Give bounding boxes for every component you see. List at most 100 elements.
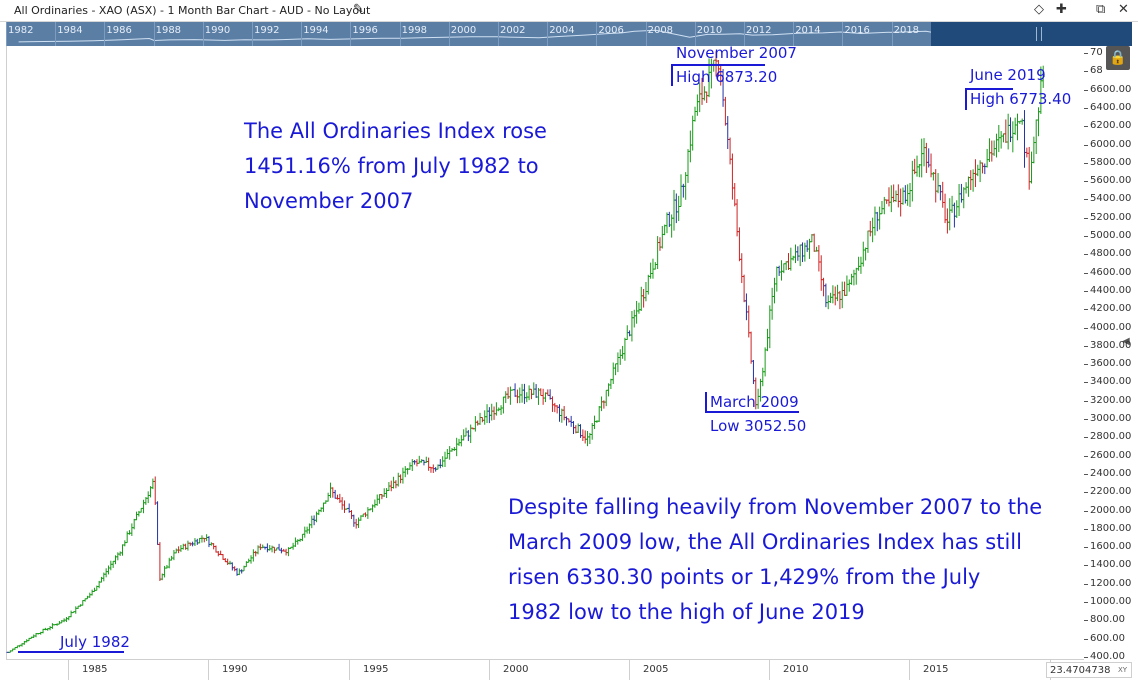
price-bar xyxy=(499,405,503,415)
price-bar xyxy=(106,565,110,575)
y-axis-tick-label: 5800.00 xyxy=(1090,156,1132,168)
navigator-year-label: 2004 xyxy=(549,25,575,36)
price-bar xyxy=(850,273,854,285)
price-bar xyxy=(396,472,400,487)
price-bar xyxy=(1027,146,1031,190)
price-bar xyxy=(656,236,660,270)
y-axis-tick-label: 1000.00 xyxy=(1090,596,1132,607)
price-bar xyxy=(350,510,354,519)
x-axis-tick-label: 2000 xyxy=(503,664,529,675)
price-bar xyxy=(936,173,940,194)
price-bar xyxy=(476,420,480,426)
price-bar xyxy=(950,195,954,213)
navigator-grip-handle[interactable] xyxy=(1036,27,1042,41)
price-bar xyxy=(938,185,942,201)
high-2019-value: High 6773.40 xyxy=(970,90,1072,108)
price-bar xyxy=(985,148,989,168)
close-icon[interactable]: ✕ xyxy=(1118,2,1129,17)
price-bar xyxy=(546,389,550,396)
navigator-tick xyxy=(694,22,696,46)
pin-icon[interactable]: ✚ xyxy=(1056,2,1067,17)
navigator-year-label: 1988 xyxy=(155,25,182,36)
x-axis-tick xyxy=(629,660,630,680)
price-bar xyxy=(817,245,821,272)
price-bar xyxy=(385,488,389,499)
price-bar xyxy=(258,543,262,551)
price-bar xyxy=(861,241,865,267)
date-navigator[interactable]: 1982 1984 1986 1988 1990 1992 1994 1996 1998 2000… xyxy=(6,22,1132,46)
y-axis-tick xyxy=(1084,583,1088,585)
price-bar xyxy=(142,499,146,514)
price-bar xyxy=(868,220,872,237)
price-bar xyxy=(104,568,108,578)
price-bar xyxy=(637,302,641,314)
y-axis-tick-label: 1800.00 xyxy=(1090,522,1132,534)
maximize-icon[interactable]: ⧉ xyxy=(1096,2,1106,17)
annotation-rise-1982-2007: The All Ordinaries Index rose 1451.16% f… xyxy=(244,119,547,213)
navigator-year-label: 1996 xyxy=(352,25,378,36)
y-axis-tick-label: 5600.00 xyxy=(1090,175,1132,187)
price-bar xyxy=(1025,147,1029,158)
price-bar xyxy=(455,437,459,457)
price-bar xyxy=(174,548,178,554)
pencil-icon[interactable]: ✎ xyxy=(353,2,364,17)
price-bar xyxy=(602,400,606,409)
diamond-icon[interactable]: ◇ xyxy=(1034,2,1044,17)
price-bar xyxy=(784,261,788,271)
navigator-tick xyxy=(793,22,795,46)
price-bar xyxy=(438,459,442,469)
price-bar xyxy=(997,124,1001,153)
price-bar xyxy=(249,555,253,564)
navigator-tick xyxy=(645,22,647,46)
y-axis-tick xyxy=(1084,638,1088,640)
price-bar xyxy=(910,160,914,202)
price-bar xyxy=(604,389,608,407)
price-bar xyxy=(135,511,139,521)
navigator-tick xyxy=(6,22,7,46)
y-axis-tick-label: 1400.00 xyxy=(1090,559,1132,571)
price-bar xyxy=(618,349,622,365)
price-bar xyxy=(158,542,162,582)
price-bar xyxy=(555,405,559,414)
x-axis-tick xyxy=(68,660,69,680)
price-bar xyxy=(941,181,945,208)
price-bar xyxy=(994,133,998,158)
price-bar xyxy=(864,247,868,261)
price-bar xyxy=(917,164,921,178)
price-bar xyxy=(195,538,199,545)
price-bar xyxy=(300,533,304,542)
price-bar xyxy=(128,530,132,535)
price-bar xyxy=(539,388,543,397)
price-bar xyxy=(576,423,580,434)
lock-icon[interactable]: 🔒 xyxy=(1106,46,1130,70)
price-bar xyxy=(417,455,421,464)
price-bar xyxy=(894,190,898,202)
price-bar xyxy=(380,493,384,500)
price-bar xyxy=(328,482,332,498)
y-axis-tick xyxy=(1084,107,1088,109)
price-bar xyxy=(64,616,68,623)
price-bar xyxy=(805,240,809,252)
price-bar xyxy=(151,478,155,490)
y-axis-tick-label: 70 xyxy=(1090,47,1103,58)
price-bar xyxy=(971,169,975,192)
price-bar xyxy=(672,189,676,231)
price-bar xyxy=(859,256,863,274)
navigator-year-label: 1990 xyxy=(204,25,231,36)
chart-plot-area[interactable] xyxy=(6,46,1084,660)
y-axis-tick-label: 2400.00 xyxy=(1090,467,1132,479)
price-bar xyxy=(193,538,197,546)
price-bar xyxy=(186,540,190,551)
xy-toggle-icon[interactable]: XY xyxy=(1118,666,1128,674)
axis-scroll-arrow-icon[interactable]: ◀ xyxy=(1122,336,1130,347)
price-bar xyxy=(600,396,604,412)
price-bar xyxy=(354,518,358,529)
navigator-tick xyxy=(202,22,204,46)
price-bar xyxy=(829,292,833,303)
price-bar xyxy=(130,523,134,536)
price-bar xyxy=(1008,117,1012,143)
price-bar xyxy=(831,285,835,304)
price-bar xyxy=(770,287,774,320)
navigator-selection[interactable] xyxy=(931,22,1132,46)
price-bar xyxy=(663,224,667,236)
